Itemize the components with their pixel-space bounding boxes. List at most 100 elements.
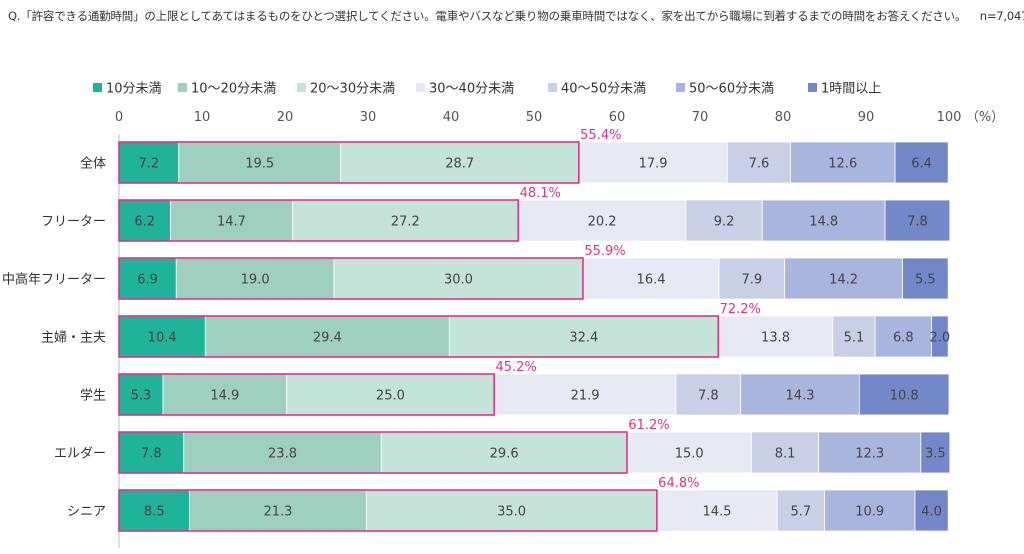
data-label: 20.2 bbox=[588, 215, 617, 230]
chart-question: Q.「許容できる通勤時間」の上限としてあてはまるものをひとつ選択してください。電… bbox=[8, 8, 1024, 24]
x-tick-label: 10 bbox=[194, 110, 211, 125]
data-label: 15.0 bbox=[675, 447, 704, 462]
bar-segment bbox=[685, 199, 763, 242]
bar-segment bbox=[914, 489, 949, 532]
data-label: 14.5 bbox=[703, 505, 732, 520]
bar-segment bbox=[292, 199, 519, 242]
cumulative-highlight-box bbox=[118, 489, 658, 532]
bar-segment bbox=[170, 199, 293, 242]
data-label: 23.8 bbox=[268, 447, 297, 462]
data-label: 17.9 bbox=[639, 157, 668, 172]
x-tick-label: 20 bbox=[277, 110, 294, 125]
data-label: 28.7 bbox=[445, 157, 474, 172]
bar-segment bbox=[118, 257, 177, 300]
data-label: 6.8 bbox=[893, 331, 914, 346]
data-label: 5.1 bbox=[844, 331, 865, 346]
cumulative-highlight-box bbox=[118, 431, 628, 474]
bar-segment bbox=[675, 373, 742, 416]
category-label: シニア bbox=[67, 505, 106, 520]
bar-segment bbox=[784, 257, 903, 300]
legend-label: 50～60分未満 bbox=[689, 82, 774, 97]
data-label: 7.6 bbox=[749, 157, 770, 172]
legend-label: 20～30分未満 bbox=[310, 82, 395, 97]
data-label: 7.8 bbox=[907, 215, 928, 230]
bar-segment bbox=[824, 489, 916, 532]
x-tick-label: 0 bbox=[115, 110, 123, 125]
legend-label: 30～40分未満 bbox=[429, 82, 514, 97]
category-label: 主婦・主夫 bbox=[41, 330, 106, 346]
bar-segment bbox=[726, 141, 791, 184]
data-label: 21.3 bbox=[263, 505, 292, 520]
legend-label: 10～20分未満 bbox=[191, 82, 276, 97]
legend-swatch bbox=[676, 83, 685, 92]
cumulative-label: 55.9% bbox=[584, 244, 625, 259]
legend-swatch bbox=[297, 83, 306, 92]
x-tick-label: 90 bbox=[858, 110, 875, 125]
bar-segment bbox=[920, 431, 951, 474]
unit-label: （%） bbox=[966, 110, 1004, 125]
bar-segment bbox=[204, 315, 450, 358]
cumulative-label: 61.2% bbox=[628, 418, 669, 433]
bar-segment bbox=[118, 141, 180, 184]
data-label: 16.4 bbox=[637, 273, 666, 288]
sample-size: n=7,047 bbox=[979, 9, 1024, 23]
data-label: 14.2 bbox=[829, 273, 858, 288]
bar-segment bbox=[740, 373, 860, 416]
cumulative-highlight-box bbox=[118, 199, 520, 242]
bar-segment bbox=[790, 141, 896, 184]
category-label: 中高年フリーター bbox=[2, 272, 106, 288]
data-label: 12.6 bbox=[828, 157, 857, 172]
data-label: 25.0 bbox=[376, 389, 405, 404]
data-label: 27.2 bbox=[391, 215, 420, 230]
x-tick-label: 60 bbox=[609, 110, 626, 125]
x-tick-label: 100 bbox=[937, 110, 962, 125]
data-label: 2.0 bbox=[930, 331, 951, 346]
cumulative-highlight-box bbox=[118, 315, 720, 358]
bar-segment bbox=[718, 257, 786, 300]
data-label: 19.0 bbox=[241, 273, 270, 288]
legend-swatch bbox=[93, 83, 102, 92]
category-label: エルダー bbox=[54, 447, 106, 462]
data-label: 6.9 bbox=[137, 273, 158, 288]
data-label: 4.0 bbox=[921, 505, 942, 520]
bar-segment bbox=[175, 257, 335, 300]
legend-label: 40～50分未満 bbox=[561, 82, 646, 97]
bar-segment bbox=[894, 141, 949, 184]
data-label: 7.2 bbox=[139, 157, 160, 172]
bar-segment bbox=[761, 199, 886, 242]
data-label: 30.0 bbox=[444, 273, 473, 288]
data-label: 35.0 bbox=[497, 505, 526, 520]
data-label: 8.5 bbox=[144, 505, 165, 520]
data-label: 12.3 bbox=[855, 447, 884, 462]
cumulative-label: 72.2% bbox=[720, 302, 761, 317]
legend-label: 1時間以上 bbox=[821, 82, 881, 97]
category-label: 学生 bbox=[80, 388, 106, 404]
legend-swatch bbox=[548, 83, 557, 92]
data-label: 21.9 bbox=[571, 389, 600, 404]
bar-segment bbox=[858, 373, 950, 416]
cumulative-highlight-box bbox=[118, 141, 580, 184]
bar-segment bbox=[189, 489, 367, 532]
data-label: 5.5 bbox=[915, 273, 936, 288]
x-tick-label: 50 bbox=[526, 110, 543, 125]
cumulative-highlight-box bbox=[118, 257, 584, 300]
bar-segment bbox=[340, 141, 580, 184]
legend-swatch bbox=[416, 83, 425, 92]
bar-segment bbox=[448, 315, 719, 358]
data-label: 6.2 bbox=[134, 215, 155, 230]
data-label: 14.8 bbox=[809, 215, 838, 230]
category-label: フリーター bbox=[41, 215, 106, 230]
data-label: 7.8 bbox=[141, 447, 162, 462]
bar-segment bbox=[931, 315, 949, 358]
bar-segment bbox=[717, 315, 834, 358]
legend-label: 10分未満 bbox=[106, 82, 162, 97]
cumulative-highlight-box bbox=[118, 373, 495, 416]
bar-segment bbox=[578, 141, 728, 184]
bar-segment bbox=[884, 199, 951, 242]
x-tick-label: 70 bbox=[692, 110, 709, 125]
data-label: 8.1 bbox=[775, 447, 796, 462]
data-label: 29.4 bbox=[313, 331, 342, 346]
bar-segment bbox=[902, 257, 949, 300]
data-label: 13.8 bbox=[761, 331, 790, 346]
cumulative-label: 55.4% bbox=[580, 128, 621, 143]
